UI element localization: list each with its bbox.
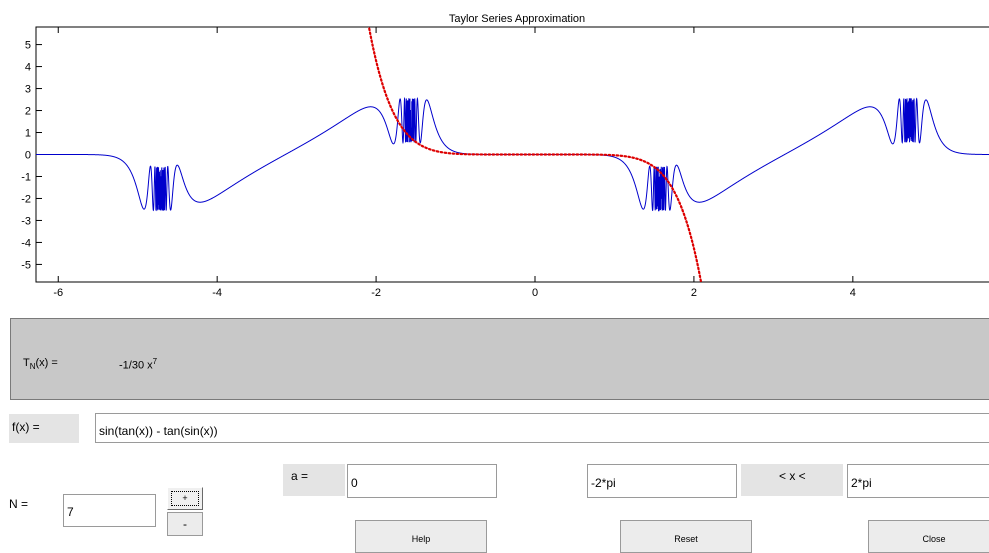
y-tick-label: 2 <box>25 106 31 118</box>
reset-button[interactable]: Reset <box>620 520 752 553</box>
decrement-order-button[interactable]: - <box>167 512 203 536</box>
plot-title: Taylor Series Approximation <box>448 13 586 25</box>
help-button[interactable]: Help <box>355 520 487 553</box>
order-input[interactable]: 7 <box>63 494 156 527</box>
taylor-label: TN(x) = <box>23 357 58 372</box>
close-button[interactable]: Close <box>868 520 989 553</box>
x-tick-label: 2 <box>691 287 697 299</box>
y-tick-label: 4 <box>25 62 31 74</box>
taylor-output-panel: TN(x) = -1/30 x7 <box>10 318 989 400</box>
function-label: f(x) = <box>9 414 79 443</box>
x-tick-label: 4 <box>850 287 856 299</box>
y-tick-label: -1 <box>21 171 31 183</box>
y-tick-label: -3 <box>21 215 31 227</box>
plus-label: + <box>171 491 199 506</box>
x-lower-input[interactable]: -2*pi <box>587 464 737 498</box>
y-tick-label: 3 <box>25 84 31 96</box>
center-label: a = <box>283 464 345 496</box>
x-tick-label: 0 <box>532 287 538 299</box>
y-tick-label: -5 <box>21 259 31 271</box>
taylor-plot: -6-4-20246543210-1-2-3-4-5 <box>21 26 989 299</box>
y-tick-label: 5 <box>25 40 31 52</box>
order-label: N = <box>9 491 61 517</box>
taylor-polynomial-text: -1/30 x7 <box>119 357 158 372</box>
range-label: < x < <box>741 464 843 496</box>
series-taylor-curve <box>367 27 703 282</box>
x-tick-label: -4 <box>212 287 222 299</box>
x-tick-label: -2 <box>371 287 381 299</box>
x-upper-input[interactable]: 2*pi <box>847 464 989 498</box>
y-tick-label: 1 <box>25 128 31 140</box>
y-tick-label: -2 <box>21 193 31 205</box>
function-input[interactable]: sin(tan(x)) - tan(sin(x)) <box>95 413 989 443</box>
center-input[interactable]: 0 <box>347 464 497 498</box>
y-tick-label: -4 <box>21 237 31 249</box>
y-tick-label: 0 <box>25 150 31 162</box>
increment-order-button[interactable]: + <box>167 487 203 510</box>
x-tick-label: -6 <box>53 287 63 299</box>
